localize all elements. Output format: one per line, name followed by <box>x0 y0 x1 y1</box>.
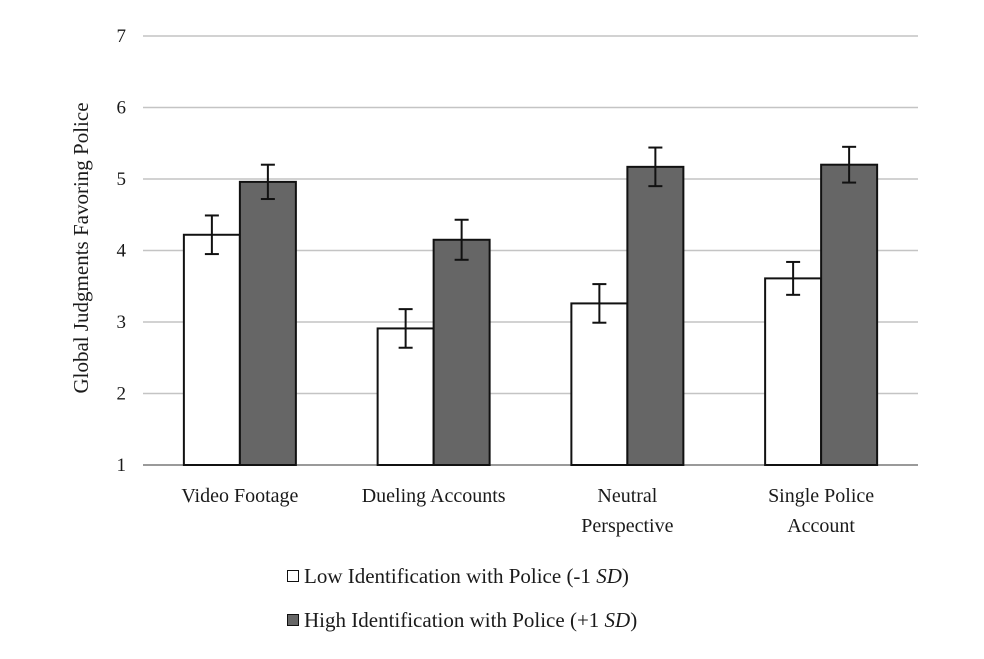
y-tick-label: 3 <box>117 312 127 333</box>
x-category-label: Dueling Accounts <box>362 485 506 507</box>
y-tick-label: 7 <box>117 26 127 47</box>
error-bars <box>204 145 857 349</box>
bar-high-3 <box>820 163 879 466</box>
bar-low-2 <box>570 302 629 466</box>
bar-high-2 <box>626 165 685 466</box>
bars <box>182 163 879 467</box>
x-axis-categories: Video Footage Dueling Accounts Neutral Pers… <box>181 485 874 537</box>
legend-label-high: High Identification with Police (+1 SD) <box>304 608 638 632</box>
y-tick-label: 2 <box>117 384 127 405</box>
x-category-label-line: Single Police <box>768 485 874 507</box>
x-category-label-line: Dueling Accounts <box>362 485 506 507</box>
bar-high-1 <box>432 238 491 466</box>
x-category-label: Video Footage <box>181 485 298 507</box>
y-axis-title: Global Judgments Favoring Police <box>69 102 93 393</box>
bar-low-1 <box>376 327 435 466</box>
x-category-label: Single Police Account <box>768 485 874 537</box>
x-category-label: Neutral Perspective <box>581 485 673 537</box>
x-category-label-line: Video Footage <box>181 485 298 507</box>
legend-item-low: Low Identification with Police (-1 SD) <box>287 565 637 587</box>
y-axis-ticks: 1 2 3 4 5 6 7 <box>117 26 127 476</box>
x-category-label-line: Neutral <box>597 485 657 507</box>
bar-high-0 <box>238 180 297 467</box>
legend-label-low: Low Identification with Police (-1 SD) <box>304 564 629 588</box>
bar-low-3 <box>764 277 823 467</box>
legend: Low Identification with Police (-1 SD) H… <box>287 565 637 653</box>
legend-swatch-low <box>287 570 299 582</box>
y-tick-label: 4 <box>117 241 127 262</box>
bar-low-0 <box>182 233 241 466</box>
y-tick-label: 1 <box>117 455 127 476</box>
x-category-label-line: Account <box>787 515 855 537</box>
legend-item-high: High Identification with Police (+1 SD) <box>287 609 637 631</box>
x-category-label-line: Perspective <box>581 515 673 537</box>
y-tick-label: 5 <box>117 169 127 190</box>
legend-swatch-high <box>287 614 299 626</box>
bar-chart: 1 2 3 4 5 6 7 Video Footage Dueling Accounts Neu… <box>69 26 918 537</box>
y-tick-label: 6 <box>117 98 127 119</box>
